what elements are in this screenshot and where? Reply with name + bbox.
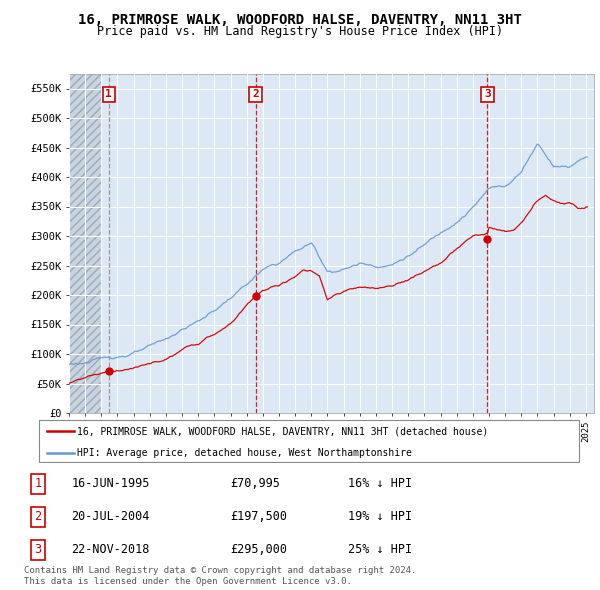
Text: This data is licensed under the Open Government Licence v3.0.: This data is licensed under the Open Gov…: [24, 577, 352, 586]
Text: 25% ↓ HPI: 25% ↓ HPI: [347, 543, 412, 556]
Text: HPI: Average price, detached house, West Northamptonshire: HPI: Average price, detached house, West…: [77, 448, 412, 458]
Text: 2: 2: [252, 90, 259, 99]
Text: 20-JUL-2004: 20-JUL-2004: [71, 510, 150, 523]
Text: £197,500: £197,500: [230, 510, 287, 523]
FancyBboxPatch shape: [39, 420, 579, 463]
Text: 16, PRIMROSE WALK, WOODFORD HALSE, DAVENTRY, NN11 3HT: 16, PRIMROSE WALK, WOODFORD HALSE, DAVEN…: [78, 13, 522, 27]
Text: 1: 1: [106, 90, 112, 99]
Text: Price paid vs. HM Land Registry's House Price Index (HPI): Price paid vs. HM Land Registry's House …: [97, 25, 503, 38]
Text: 19% ↓ HPI: 19% ↓ HPI: [347, 510, 412, 523]
Text: 16% ↓ HPI: 16% ↓ HPI: [347, 477, 412, 490]
Text: 3: 3: [34, 543, 41, 556]
Text: 16, PRIMROSE WALK, WOODFORD HALSE, DAVENTRY, NN11 3HT (detached house): 16, PRIMROSE WALK, WOODFORD HALSE, DAVEN…: [77, 427, 488, 436]
Text: 2: 2: [34, 510, 41, 523]
Text: 16-JUN-1995: 16-JUN-1995: [71, 477, 150, 490]
Text: £70,995: £70,995: [230, 477, 280, 490]
Bar: [69, 74, 101, 413]
Text: 22-NOV-2018: 22-NOV-2018: [71, 543, 150, 556]
Text: 1: 1: [34, 477, 41, 490]
Text: 3: 3: [484, 90, 491, 99]
Text: Contains HM Land Registry data © Crown copyright and database right 2024.: Contains HM Land Registry data © Crown c…: [24, 566, 416, 575]
Text: £295,000: £295,000: [230, 543, 287, 556]
